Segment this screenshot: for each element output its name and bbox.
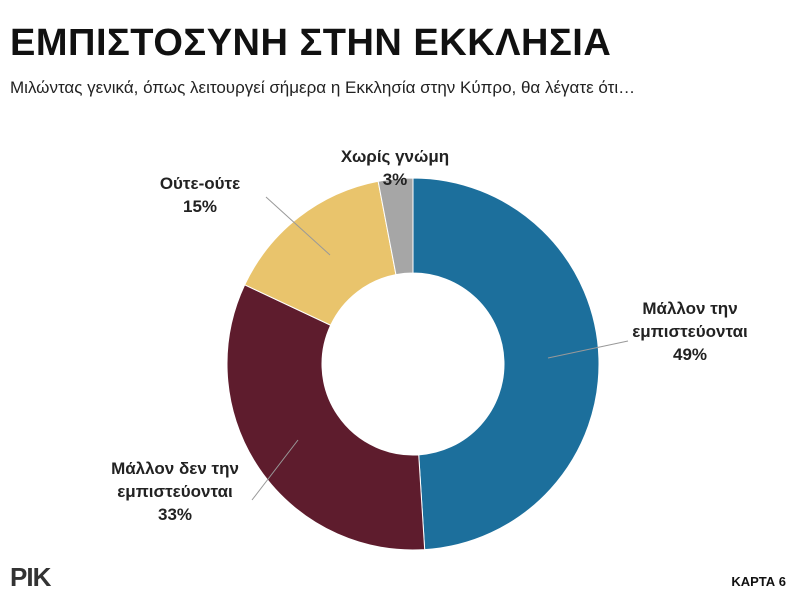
label-value: 15% xyxy=(182,197,218,216)
data-label: Μάλλον την εμπιστεύονται 49% xyxy=(600,297,780,366)
label-value: 33% xyxy=(157,505,193,524)
leader-line xyxy=(265,196,331,256)
donut-segment xyxy=(377,177,414,276)
data-label: Χωρίς γνώμη 3% xyxy=(305,145,485,191)
logo: ΡΙΚ xyxy=(10,562,51,592)
label-category: Χωρίς γνώμη xyxy=(340,147,450,166)
leader-line xyxy=(251,439,299,501)
chart-title: ΕΜΠΙΣΤΟΣΥΝΗ ΣΤΗΝ ΕΚΚΛΗΣΙΑ xyxy=(10,22,612,64)
label-category: Μάλλον δεν την εμπιστεύονται xyxy=(111,459,239,501)
label-category: Ούτε-ούτε xyxy=(159,174,241,193)
label-category: Μάλλον την εμπιστεύονται xyxy=(632,299,748,341)
donut-segment xyxy=(226,284,426,551)
card-number: ΚΑΡΤΑ 6 xyxy=(731,574,786,589)
donut-segment xyxy=(412,177,600,551)
donut-segment xyxy=(244,180,397,326)
leader-line xyxy=(547,340,629,359)
data-label: Ούτε-ούτε 15% xyxy=(110,172,290,218)
label-value: 49% xyxy=(672,345,708,364)
label-value: 3% xyxy=(382,170,408,189)
data-label: Μάλλον δεν την εμπιστεύονται 33% xyxy=(80,457,270,526)
chart-subtitle: Μιλώντας γενικά, όπως λειτουργεί σήμερα … xyxy=(10,78,636,97)
